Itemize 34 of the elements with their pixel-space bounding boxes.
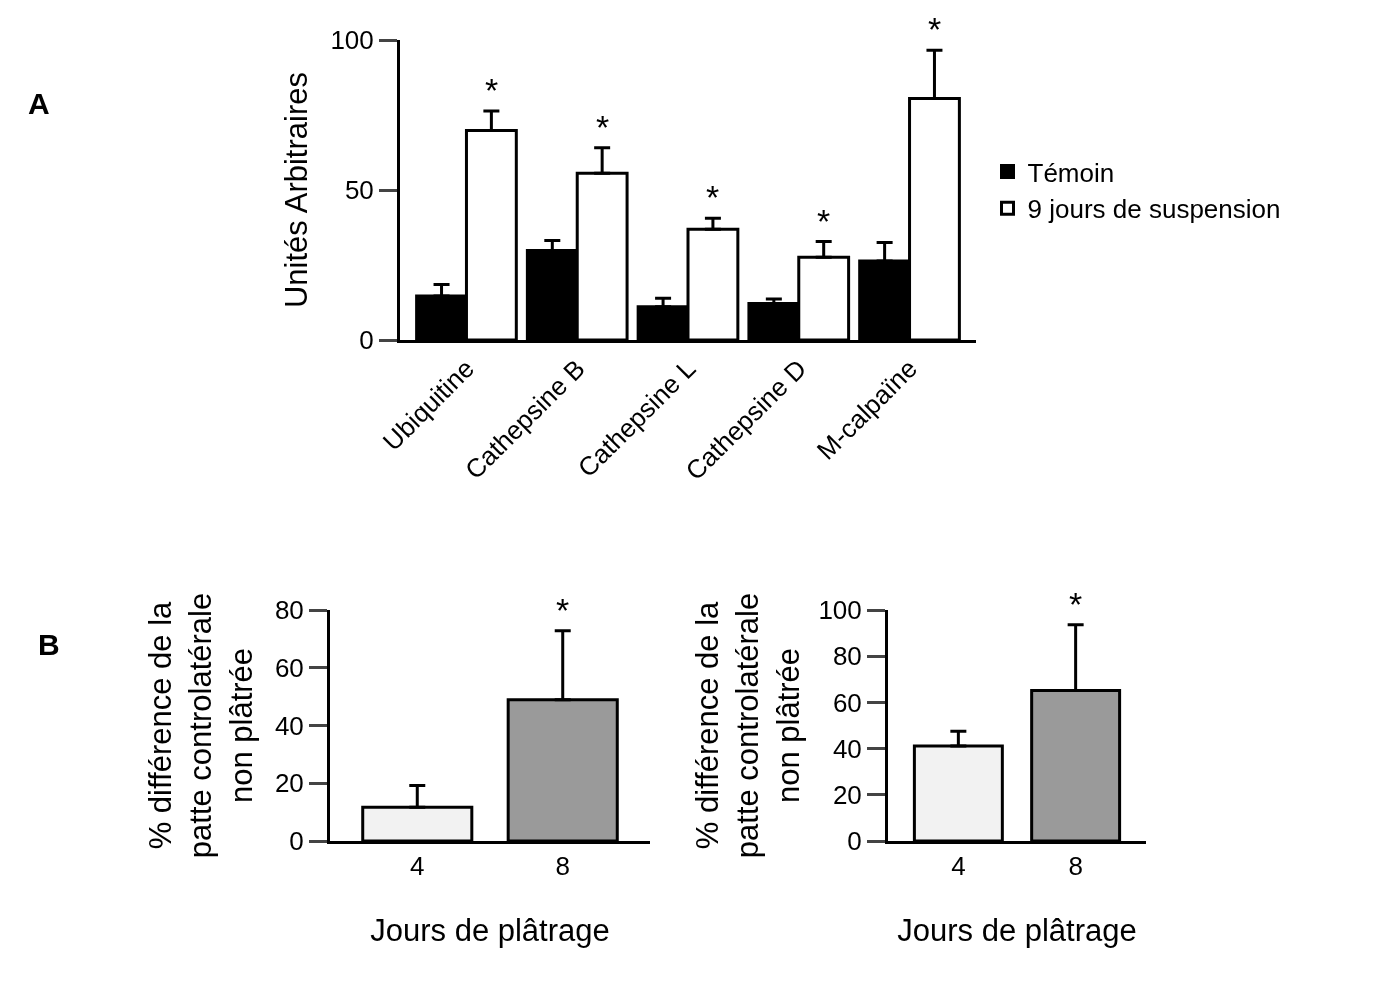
text: B [38, 628, 60, 661]
y-tick-label: 60 [274, 652, 304, 683]
y-tick-label: 40 [832, 733, 862, 764]
y-tick-label: 50 [344, 175, 374, 206]
y-tick-label: 40 [274, 710, 304, 741]
y-axis-title: % différence de la patte controlatérale non plâtrée [690, 592, 806, 859]
annotation: * [1069, 585, 1083, 623]
y-tick-label: 80 [274, 595, 304, 626]
annotation: * [596, 108, 610, 146]
x-tick-label: 4 [410, 851, 425, 882]
annotation: * [928, 10, 942, 48]
y-tick-label: 100 [818, 595, 862, 626]
annotation: * [706, 178, 720, 216]
x-axis-title: Jours de plâtrage [370, 913, 610, 949]
legend-label: 9 jours de suspension [1027, 194, 1281, 225]
annotation: * [556, 591, 570, 629]
x-tick-label: 8 [555, 851, 570, 882]
annotation: * [485, 71, 499, 109]
y-tick-label: 0 [847, 826, 862, 857]
y-tick-label: 20 [832, 779, 862, 810]
y-tick-label: 0 [289, 826, 304, 857]
y-tick-label: 0 [359, 325, 374, 356]
legend-label: Témoin [1027, 157, 1115, 188]
x-tick-label: 4 [951, 851, 966, 882]
y-tick-label: 80 [832, 641, 862, 672]
y-axis-title: % différence de la patte controlatérale non plâtrée [142, 592, 259, 859]
text: A [28, 87, 50, 120]
x-tick-label: 8 [1068, 851, 1083, 882]
y-axis-title: Unités Arbitraires [279, 71, 315, 309]
y-tick-label: 20 [274, 768, 304, 799]
y-tick-label: 60 [832, 687, 862, 718]
annotation: * [817, 202, 831, 240]
y-tick-label: 100 [330, 25, 374, 56]
x-axis-title: Jours de plâtrage [897, 913, 1137, 949]
